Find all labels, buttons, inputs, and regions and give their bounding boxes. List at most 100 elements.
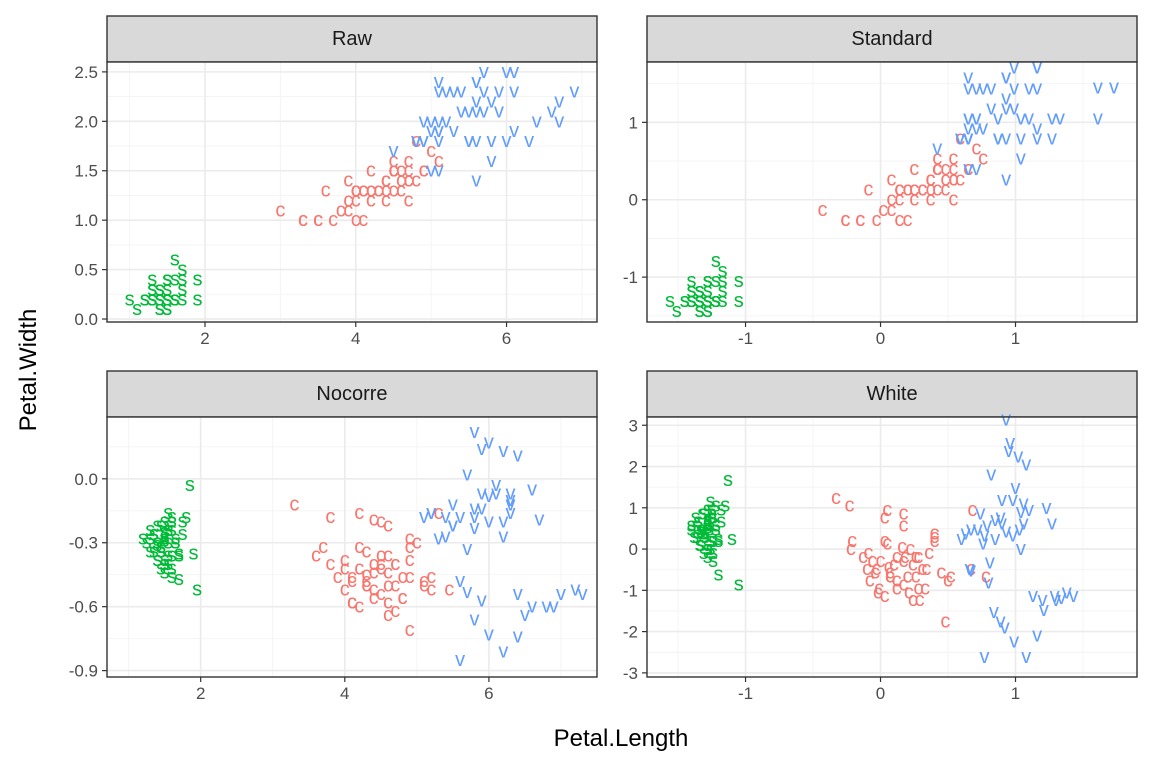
panel-border-white — [646, 416, 1138, 678]
point-s-raw: s — [147, 288, 157, 310]
point-v-raw: v — [471, 91, 481, 113]
point-c-raw: c — [388, 160, 398, 182]
point-s-standard: s — [703, 290, 713, 312]
point-v-raw: v — [464, 100, 474, 122]
point-v-standard: v — [971, 118, 981, 140]
point-c-standard: c — [917, 179, 927, 201]
panel-border-nocorre — [106, 416, 598, 678]
point-c-nocorre: c — [390, 553, 400, 575]
point-v-raw: v — [509, 61, 519, 83]
strip-title-standard: Standard — [851, 28, 932, 50]
point-c-white: c — [876, 550, 886, 572]
point-c-white: c — [885, 566, 895, 588]
point-s-nocorre: s — [163, 515, 173, 537]
point-s-raw: s — [177, 259, 187, 281]
point-s-white: s — [708, 506, 718, 528]
point-s-standard: s — [734, 270, 744, 292]
point-s-raw: s — [162, 288, 172, 310]
point-c-raw: c — [381, 170, 391, 192]
point-s-standard: s — [687, 290, 697, 312]
y-tick-label: 0 — [629, 191, 638, 210]
point-c-nocorre: c — [340, 557, 350, 579]
point-v-standard: v — [1001, 87, 1011, 109]
x-tick-label: 2 — [200, 329, 209, 348]
point-s-nocorre: s — [160, 562, 170, 584]
point-v-nocorre: v — [462, 464, 472, 486]
point-v-white: v — [957, 528, 967, 550]
point-s-white: s — [696, 520, 706, 542]
point-c-nocorre: c — [376, 545, 386, 567]
point-s-raw: s — [162, 298, 172, 320]
point-v-nocorre: v — [470, 517, 480, 539]
point-c-white: c — [897, 536, 907, 558]
point-v-white: v — [989, 601, 999, 623]
point-v-standard: v — [1024, 107, 1034, 129]
point-v-white: v — [997, 512, 1007, 534]
point-c-white: c — [898, 550, 908, 572]
point-c-white: c — [863, 542, 873, 564]
point-v-raw: v — [441, 81, 451, 103]
point-s-raw: s — [155, 278, 165, 300]
plot-area-raw — [107, 62, 597, 322]
point-s-nocorre: s — [170, 532, 180, 554]
point-v-raw: v — [494, 100, 504, 122]
point-v-white: v — [966, 518, 976, 540]
point-s-raw: s — [162, 268, 172, 290]
point-c-standard: c — [894, 209, 904, 231]
point-c-white: c — [920, 577, 930, 599]
point-s-nocorre: s — [142, 532, 152, 554]
point-v-white: v — [1050, 585, 1060, 607]
strip-raw — [106, 15, 598, 63]
point-s-nocorre: s — [156, 536, 166, 558]
point-s-white: s — [699, 503, 709, 525]
point-s-white: s — [705, 530, 715, 552]
point-v-standard: v — [986, 77, 996, 99]
point-c-nocorre: c — [369, 508, 379, 530]
point-v-nocorre: v — [455, 570, 465, 592]
point-v-raw: v — [419, 130, 429, 152]
point-c-white: c — [930, 526, 940, 548]
point-v-raw: v — [502, 130, 512, 152]
point-v-raw: v — [471, 170, 481, 192]
point-s-raw: s — [155, 278, 165, 300]
point-c-raw: c — [388, 160, 398, 182]
point-c-standard: c — [971, 138, 981, 160]
point-s-standard: s — [687, 290, 697, 312]
point-s-white: s — [711, 518, 721, 540]
point-v-raw: v — [464, 130, 474, 152]
point-c-nocorre: c — [376, 510, 386, 532]
point-c-white: c — [892, 546, 902, 568]
point-v-white: v — [1015, 518, 1025, 540]
point-c-raw: c — [388, 160, 398, 182]
point-c-raw: c — [366, 160, 376, 182]
point-v-raw: v — [388, 140, 398, 162]
point-c-raw: c — [366, 180, 376, 202]
point-c-nocorre: c — [361, 570, 371, 592]
point-v-standard: v — [963, 66, 973, 88]
point-c-raw: c — [358, 180, 368, 202]
point-s-white: s — [703, 538, 713, 560]
point-v-white: v — [1042, 497, 1052, 519]
point-s-standard: s — [703, 300, 713, 322]
point-s-white: s — [689, 526, 699, 548]
point-v-white: v — [985, 552, 995, 574]
point-c-raw: c — [381, 180, 391, 202]
point-s-raw: s — [140, 288, 150, 310]
point-s-white: s — [714, 530, 724, 552]
point-s-nocorre: s — [174, 542, 184, 564]
point-v-nocorre: v — [477, 483, 487, 505]
point-v-standard: v — [1032, 128, 1042, 150]
point-c-nocorre: c — [397, 587, 407, 609]
point-c-nocorre: c — [397, 587, 407, 609]
point-v-raw: v — [419, 130, 429, 152]
point-v-nocorre: v — [470, 421, 480, 443]
point-c-white: c — [936, 562, 946, 584]
point-c-standard: c — [886, 169, 896, 191]
point-v-standard: v — [971, 107, 981, 129]
point-c-white: c — [900, 546, 910, 568]
point-c-nocorre: c — [383, 515, 393, 537]
point-v-standard: v — [993, 107, 1003, 129]
point-c-nocorre: c — [347, 591, 357, 613]
y-tick-label: -1 — [623, 581, 638, 600]
